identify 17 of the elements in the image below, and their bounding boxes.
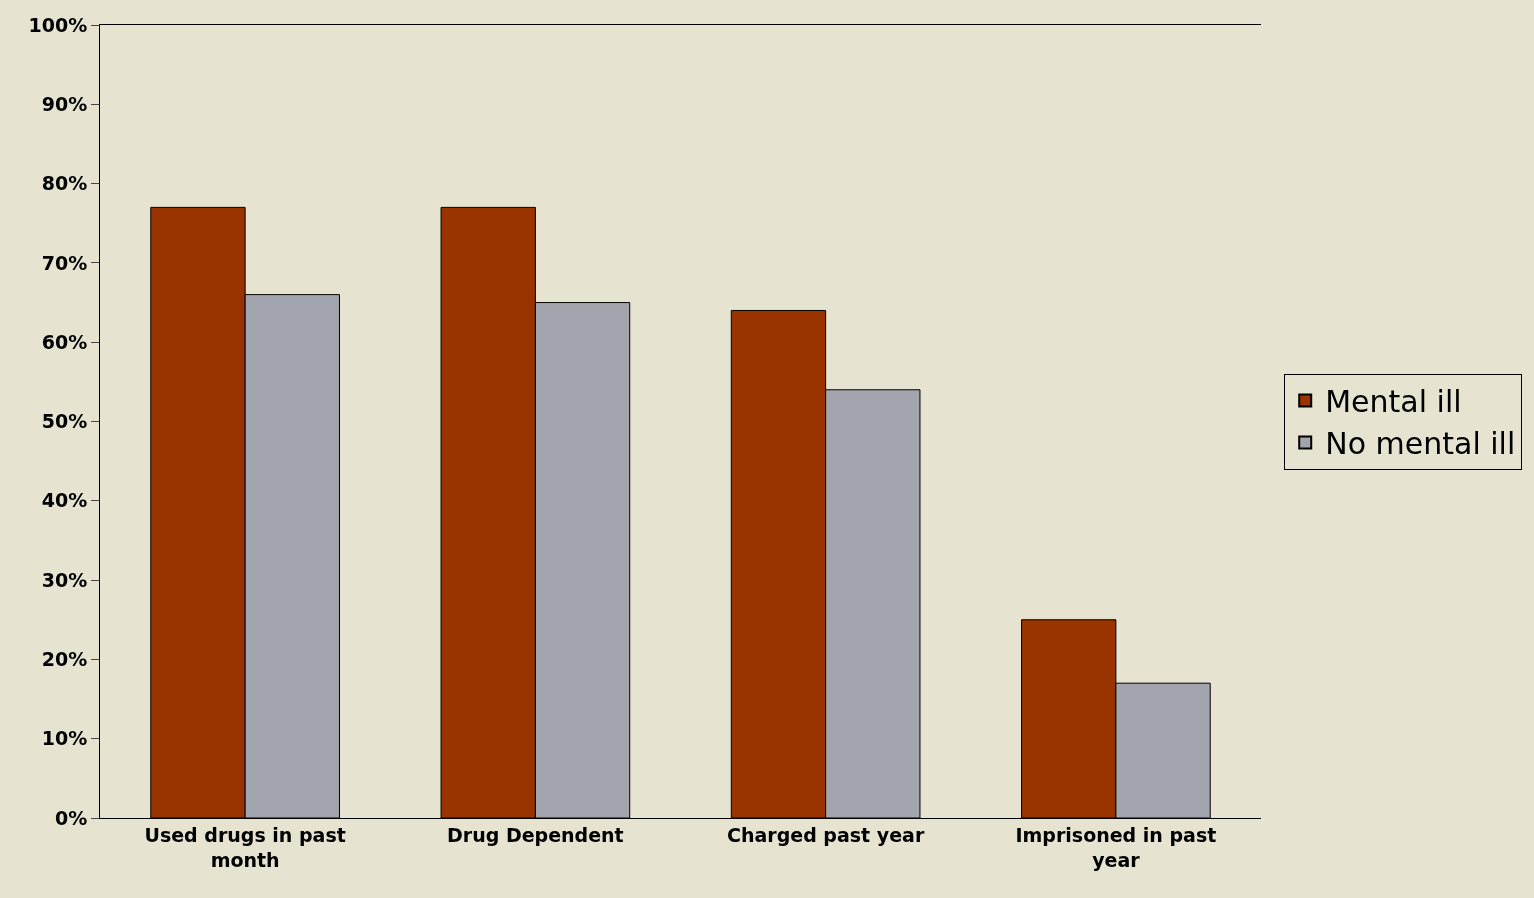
legend-label: Mental ill (1325, 384, 1462, 420)
y-tick-label: 80% (41, 172, 88, 195)
x-tick-label: Used drugs in past month (144, 823, 346, 871)
x-tick-label: Charged past year (727, 823, 925, 846)
y-tick-label: 10% (41, 727, 88, 750)
y-tick-label: 40% (41, 489, 88, 512)
y-tick-label: 90% (41, 92, 88, 115)
y-tick-label: 60% (41, 330, 88, 353)
y-tick-label: 100% (28, 13, 88, 36)
y-tick-label: 0% (54, 806, 88, 829)
x-tick-label: Drug Dependent (447, 823, 624, 846)
y-tick-label: 70% (41, 251, 88, 274)
legend-label: No mental ill (1325, 426, 1516, 462)
y-tick-label: 50% (41, 410, 88, 433)
y-tick-label: 20% (41, 648, 88, 671)
y-tick-label: 30% (41, 568, 88, 591)
x-tick-label: Imprisoned in past year (1015, 823, 1217, 871)
